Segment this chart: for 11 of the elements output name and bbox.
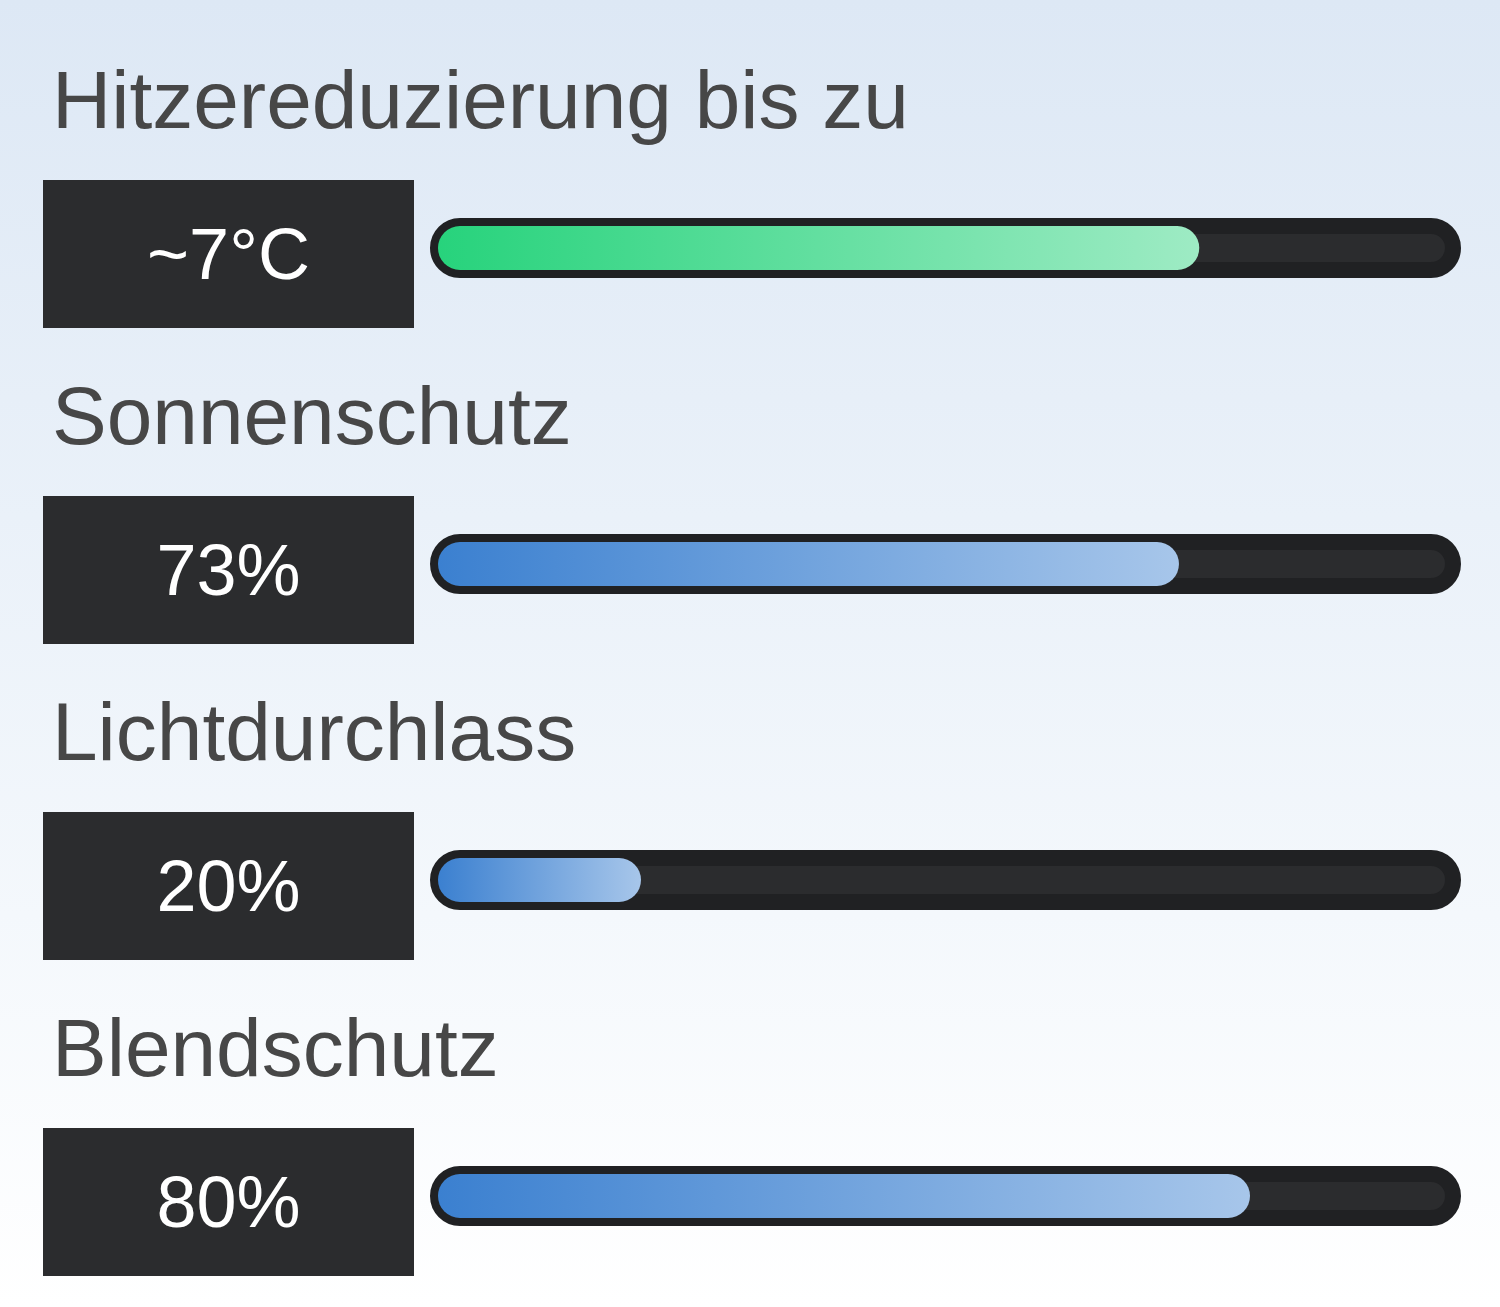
data-label: 20% xyxy=(156,846,301,926)
data-label: 80% xyxy=(156,1162,301,1242)
y-tick-label: Lichtdurchlass xyxy=(52,685,577,777)
y-tick-label: Hitzereduzierung bis zu xyxy=(52,53,909,145)
y-tick-label: Sonnenschutz xyxy=(52,369,572,461)
text: ~7°C xyxy=(147,214,310,294)
bar xyxy=(438,542,1179,586)
data-label: 73% xyxy=(156,530,301,610)
bar xyxy=(438,226,1200,270)
bar xyxy=(438,858,641,902)
y-tick-label: Blendschutz xyxy=(52,1001,499,1093)
